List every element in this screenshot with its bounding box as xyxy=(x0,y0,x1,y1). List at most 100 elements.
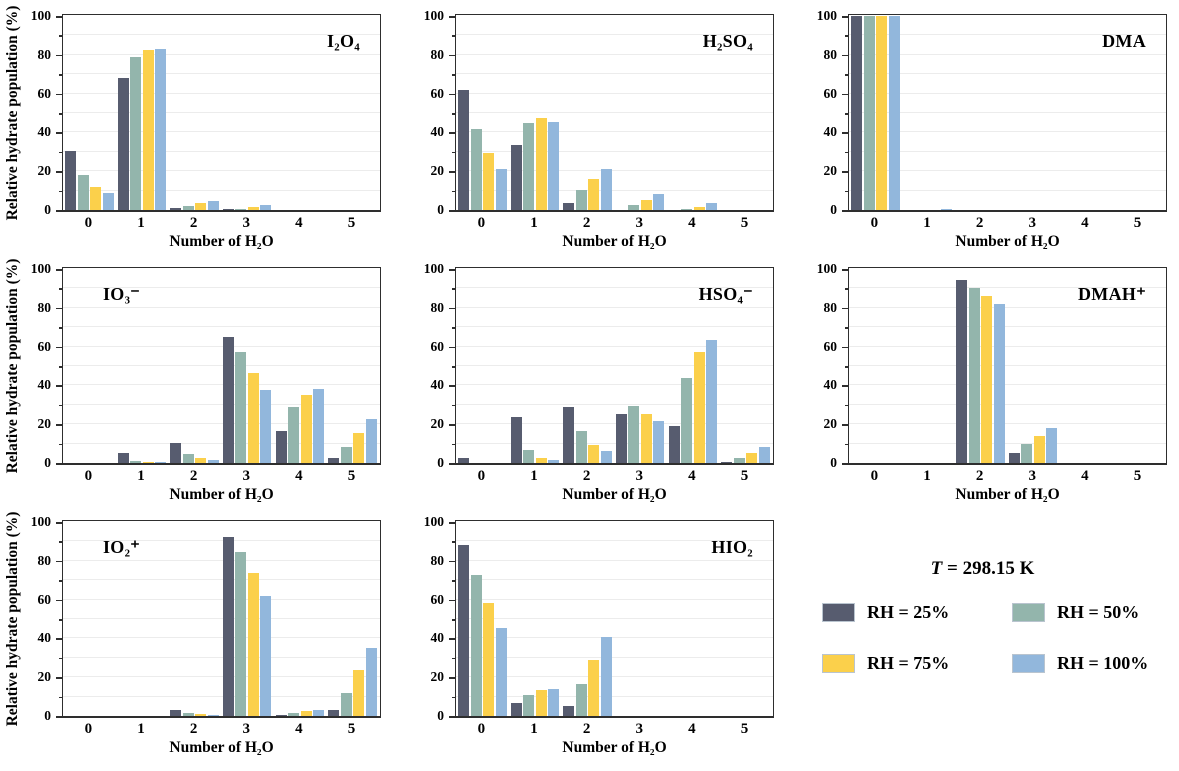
x-category-label: 0 xyxy=(84,721,93,737)
plot-inner: HIO₂ xyxy=(456,521,773,716)
bar xyxy=(758,447,770,463)
y-major-tick xyxy=(842,307,848,310)
bar xyxy=(640,200,652,210)
plot-area: HSO₄⁻ xyxy=(455,267,774,465)
bar xyxy=(721,462,733,463)
x-category-label: 2 xyxy=(582,468,591,484)
y-tick-label: 60 xyxy=(430,85,445,101)
y-major-tick xyxy=(842,171,848,173)
y-major-tick xyxy=(56,424,62,426)
y-tick-label: 40 xyxy=(430,124,445,140)
y-minor-tick xyxy=(58,190,62,193)
subplot-io3: IO₃⁻ 0 20 40 60 80 100 0 1 2 3 4 5 Number of H₂O Relat… xyxy=(0,253,393,506)
gridline xyxy=(849,365,1166,366)
x-category-label: 3 xyxy=(1028,468,1036,484)
chart-title: HSO₄⁻ xyxy=(698,284,753,304)
y-major-tick xyxy=(449,677,455,679)
gridline xyxy=(849,442,1166,444)
y-minor-tick xyxy=(451,404,455,407)
y-major-tick xyxy=(449,54,455,57)
y-tick-label: 60 xyxy=(37,591,52,607)
bar xyxy=(733,458,745,463)
gridline xyxy=(849,345,1166,347)
bar xyxy=(207,715,219,716)
bar xyxy=(483,152,495,210)
gridline xyxy=(456,326,773,328)
x-category-label: 5 xyxy=(347,721,356,737)
bar xyxy=(706,203,718,210)
plot-inner: IO₃⁻ xyxy=(63,268,380,463)
subplot-i2o4: I₂O₄ 0 20 40 60 80 100 0 1 2 3 4 5 Number of H₂O Relat… xyxy=(0,0,393,253)
bar xyxy=(523,694,535,716)
plot-inner: I₂O₄ xyxy=(63,15,380,210)
y-tick-label: 80 xyxy=(37,299,52,315)
y-tick-label: 60 xyxy=(37,85,52,101)
y-minor-tick xyxy=(58,113,62,115)
y-tick-label: 80 xyxy=(430,299,445,315)
y-tick-label: 100 xyxy=(30,514,51,529)
y-major-tick xyxy=(842,385,848,387)
bar xyxy=(535,689,547,716)
bar xyxy=(247,372,259,463)
gridline xyxy=(63,73,380,75)
bar xyxy=(247,573,259,716)
bar xyxy=(328,458,340,463)
bar xyxy=(77,175,89,210)
gridline xyxy=(456,365,773,366)
x-category-label: 4 xyxy=(688,215,696,231)
x-category-label: 2 xyxy=(189,721,198,737)
bar xyxy=(483,603,495,716)
y-major-tick xyxy=(842,54,848,57)
y-minor-tick xyxy=(451,151,455,154)
y-tick-label: 40 xyxy=(37,377,52,393)
gridline xyxy=(849,326,1166,328)
gridline xyxy=(849,131,1166,133)
gridline xyxy=(849,384,1166,386)
x-category-label: 3 xyxy=(242,721,250,737)
temperature-label: T = 298.15 K xyxy=(786,558,1179,580)
y-major-tick xyxy=(842,346,848,349)
gridline xyxy=(849,423,1166,425)
y-axis-title: Relative hydrate population (%) xyxy=(4,511,21,727)
gridline xyxy=(456,306,773,308)
gridline xyxy=(456,131,773,133)
gridline xyxy=(849,403,1166,405)
gridline xyxy=(849,287,1166,289)
bar xyxy=(746,453,758,463)
bar xyxy=(548,460,560,463)
y-major-tick xyxy=(56,54,62,57)
y-tick-label: 20 xyxy=(430,416,445,432)
subplot-hio2: HIO₂ 0 20 40 60 80 100 0 1 2 3 4 5 Number of H₂O xyxy=(393,506,786,771)
x-category-label: 3 xyxy=(635,721,643,737)
y-tick-label: 0 xyxy=(437,202,444,217)
chart-title: H₂SO₄ xyxy=(702,31,753,51)
x-category-label: 3 xyxy=(635,468,643,484)
y-tick-label: 60 xyxy=(37,338,52,354)
bar xyxy=(510,703,522,716)
gridline xyxy=(849,73,1166,75)
bar xyxy=(288,713,300,716)
y-tick-label: 40 xyxy=(430,377,445,393)
y-minor-tick xyxy=(58,74,62,76)
gridline xyxy=(63,34,380,36)
y-tick-label: 40 xyxy=(823,124,838,140)
gridline xyxy=(63,559,380,561)
y-major-tick xyxy=(449,385,455,387)
x-category-label: 5 xyxy=(1133,468,1142,484)
y-tick-label: 100 xyxy=(423,514,444,529)
x-axis-title: Number of H₂O xyxy=(955,233,1060,250)
plot-area: I₂O₄ xyxy=(62,14,381,212)
y-minor-tick xyxy=(451,580,455,582)
y-minor-tick xyxy=(58,696,62,699)
bar xyxy=(681,209,693,210)
bar xyxy=(495,169,507,210)
x-category-label: 4 xyxy=(295,215,303,231)
y-tick-label: 20 xyxy=(37,669,52,685)
y-major-tick xyxy=(56,638,62,640)
gridline xyxy=(63,695,380,697)
gridline xyxy=(849,112,1166,113)
x-axis-title: Number of H₂O xyxy=(562,739,667,756)
gridline xyxy=(63,384,380,386)
y-major-tick xyxy=(56,385,62,387)
y-major-tick xyxy=(56,269,62,271)
